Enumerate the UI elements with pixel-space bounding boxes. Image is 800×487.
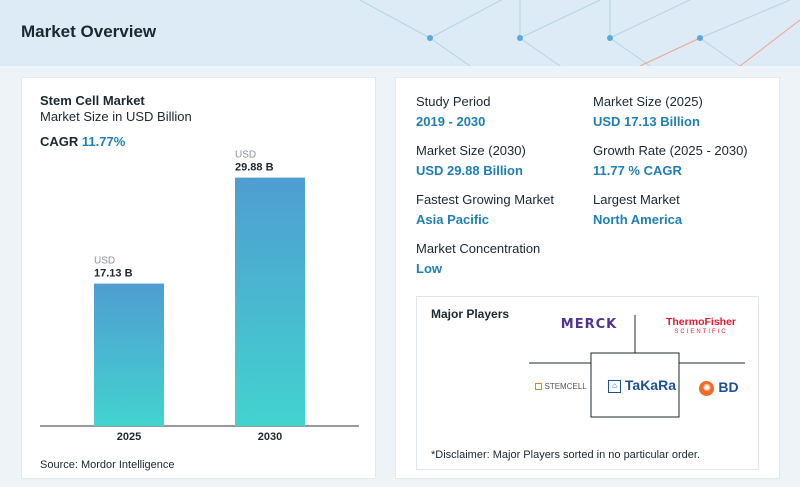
stat-value: 2019 - 2030 <box>416 114 486 129</box>
bar-unit-label: USD <box>235 150 256 161</box>
stat-concentration: Market Concentration Low <box>416 241 540 276</box>
stat-value: North America <box>593 212 683 227</box>
chart-title: Stem Cell Market <box>40 93 145 108</box>
stat-label: Market Size (2030) <box>416 143 526 158</box>
major-players-title: Major Players <box>431 307 510 321</box>
stat-fastest-growing: Fastest Growing Market Asia Pacific <box>416 192 554 227</box>
cagr-line: CAGR 11.77% <box>40 134 125 149</box>
bd-mark-icon: ✺ <box>699 380 715 396</box>
chart-source: Source: Mordor Intelligence <box>40 459 175 471</box>
stemcell-logo: STEMCELL <box>529 382 593 391</box>
chart-subtitle: Market Size in USD Billion <box>40 109 192 124</box>
stat-value: USD 29.88 Billion <box>416 163 523 178</box>
stat-study-period: Study Period 2019 - 2030 <box>416 94 490 129</box>
stat-value: Asia Pacific <box>416 212 489 227</box>
takara-logo: ⌂ TaKaRa <box>607 377 677 393</box>
x-tick-label: 2030 <box>258 431 282 443</box>
players-disclaimer: *Disclaimer: Major Players sorted in no … <box>431 449 700 461</box>
stat-value: USD 17.13 Billion <box>593 114 700 129</box>
page-title: Market Overview <box>21 22 157 41</box>
stat-label: Market Size (2025) <box>593 94 703 109</box>
stat-market-size-2025: Market Size (2025) USD 17.13 Billion <box>593 94 703 129</box>
stat-largest-market: Largest Market North America <box>593 192 682 227</box>
thermofisher-logo-line2: SCIENTIFIC <box>674 329 728 335</box>
stat-market-size-2030: Market Size (2030) USD 29.88 Billion <box>416 143 526 178</box>
stat-label: Fastest Growing Market <box>416 192 554 207</box>
x-tick-label: 2025 <box>117 431 141 443</box>
bar-value-label: 17.13 B <box>94 268 133 280</box>
bar-2025 <box>94 283 164 426</box>
header-banner: Market Overview <box>0 0 800 66</box>
bar-2030 <box>235 177 305 426</box>
stat-label: Market Concentration <box>416 241 541 256</box>
bd-logo: ✺ BD <box>689 379 749 396</box>
bar-value-label: 29.88 B <box>235 162 274 174</box>
takara-mark-icon: ⌂ <box>608 379 621 393</box>
thermofisher-logo-line1: ThermoFisher <box>665 316 736 328</box>
chart-card: Stem Cell Market Market Size in USD Bill… <box>21 77 376 479</box>
cagr-value: 11.77% <box>81 134 126 149</box>
stemcell-mark-icon <box>535 383 543 391</box>
takara-logo-text: TaKaRa <box>624 377 676 393</box>
players-grid-lines <box>529 315 745 418</box>
stat-growth-rate: Growth Rate (2025 - 2030) 11.77 % CAGR <box>593 143 748 178</box>
merck-logo: MERCK <box>560 317 618 332</box>
stat-value: Low <box>416 261 442 276</box>
stemcell-logo-text: STEMCELL <box>544 382 587 391</box>
bd-logo-text: BD <box>718 379 739 395</box>
cagr-label: CAGR <box>40 134 79 149</box>
stat-value: 11.77 % CAGR <box>593 163 682 178</box>
stat-label: Study Period <box>416 94 491 109</box>
major-players-box: Major Players MERCK ThermoFisher SCIENTI… <box>416 296 759 470</box>
header-network-pattern <box>359 0 800 66</box>
stats-card: Study Period 2019 - 2030 Market Size (20… <box>395 77 780 479</box>
stat-label: Largest Market <box>593 192 680 207</box>
thermofisher-logo: ThermoFisher SCIENTIFIC <box>649 317 753 336</box>
stat-label: Growth Rate (2025 - 2030) <box>593 143 748 158</box>
bar-unit-label: USD <box>94 256 115 267</box>
